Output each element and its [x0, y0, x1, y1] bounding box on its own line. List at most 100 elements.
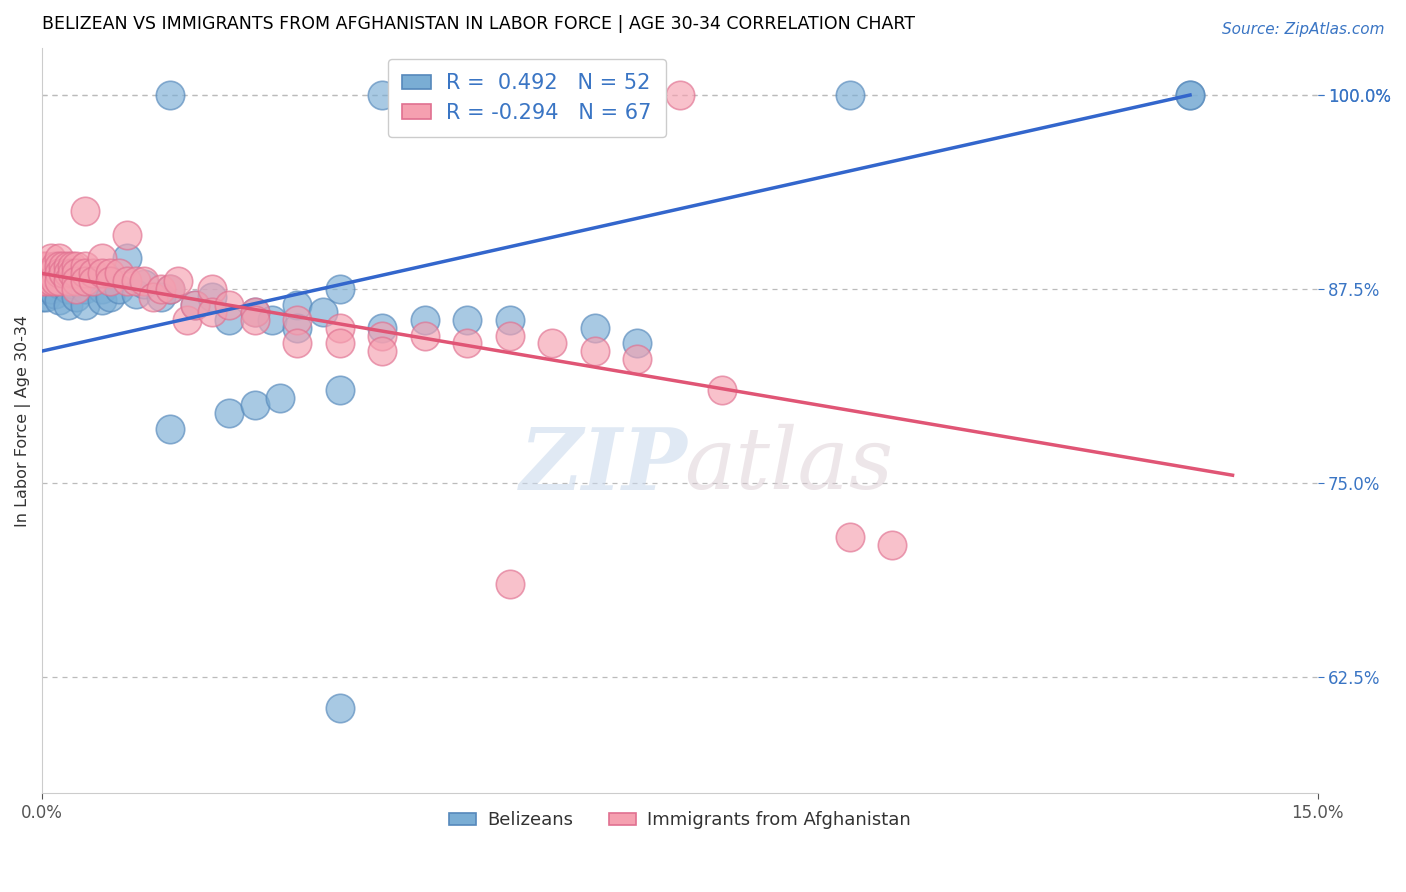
- Point: [44, 274, 66, 288]
- Point: [882, 538, 904, 552]
- Point: [285, 313, 308, 327]
- Y-axis label: In Labor Force | Age 30-34: In Labor Force | Age 30-34: [15, 315, 31, 527]
- Point: [39, 251, 62, 265]
- Point: [838, 88, 860, 103]
- Point: [39, 267, 62, 281]
- Point: [142, 290, 165, 304]
- Point: [115, 274, 138, 288]
- Point: [167, 274, 190, 288]
- Point: [48, 277, 70, 292]
- Point: [65, 290, 87, 304]
- Point: [48, 274, 70, 288]
- Point: [65, 267, 87, 281]
- Point: [201, 305, 224, 319]
- Point: [48, 251, 70, 265]
- Point: [82, 274, 104, 288]
- Point: [56, 267, 79, 281]
- Point: [371, 88, 394, 103]
- Point: [65, 259, 87, 273]
- Point: [711, 383, 734, 397]
- Point: [456, 313, 478, 327]
- Point: [31, 282, 53, 296]
- Point: [150, 290, 173, 304]
- Point: [82, 267, 104, 281]
- Point: [159, 88, 181, 103]
- Point: [541, 336, 564, 351]
- Point: [626, 336, 648, 351]
- Point: [312, 305, 335, 319]
- Point: [90, 251, 112, 265]
- Point: [499, 577, 522, 591]
- Point: [31, 290, 53, 304]
- Point: [371, 328, 394, 343]
- Point: [329, 336, 352, 351]
- Point: [52, 267, 75, 281]
- Point: [499, 313, 522, 327]
- Point: [124, 274, 146, 288]
- Point: [838, 530, 860, 544]
- Point: [73, 297, 96, 311]
- Point: [98, 267, 121, 281]
- Point: [35, 274, 58, 288]
- Point: [201, 282, 224, 296]
- Point: [82, 274, 104, 288]
- Point: [1178, 88, 1201, 103]
- Point: [73, 267, 96, 281]
- Point: [60, 277, 83, 292]
- Point: [285, 320, 308, 334]
- Point: [159, 282, 181, 296]
- Point: [65, 282, 87, 296]
- Point: [73, 274, 96, 288]
- Point: [48, 267, 70, 281]
- Point: [48, 293, 70, 307]
- Point: [35, 259, 58, 273]
- Point: [285, 297, 308, 311]
- Point: [184, 297, 207, 311]
- Point: [413, 328, 436, 343]
- Point: [52, 259, 75, 273]
- Point: [201, 290, 224, 304]
- Point: [44, 259, 66, 273]
- Point: [39, 282, 62, 296]
- Point: [150, 282, 173, 296]
- Point: [115, 251, 138, 265]
- Point: [31, 267, 53, 281]
- Point: [90, 293, 112, 307]
- Point: [56, 282, 79, 296]
- Point: [98, 290, 121, 304]
- Point: [243, 305, 266, 319]
- Point: [90, 267, 112, 281]
- Point: [115, 227, 138, 242]
- Point: [98, 274, 121, 288]
- Point: [73, 204, 96, 219]
- Point: [98, 274, 121, 288]
- Point: [31, 274, 53, 288]
- Legend: Belizeans, Immigrants from Afghanistan: Belizeans, Immigrants from Afghanistan: [441, 804, 918, 837]
- Point: [176, 313, 198, 327]
- Point: [269, 391, 291, 405]
- Point: [456, 336, 478, 351]
- Point: [669, 88, 692, 103]
- Point: [499, 328, 522, 343]
- Point: [60, 259, 83, 273]
- Point: [159, 422, 181, 436]
- Point: [56, 274, 79, 288]
- Point: [44, 274, 66, 288]
- Point: [39, 267, 62, 281]
- Text: BELIZEAN VS IMMIGRANTS FROM AFGHANISTAN IN LABOR FORCE | AGE 30-34 CORRELATION C: BELIZEAN VS IMMIGRANTS FROM AFGHANISTAN …: [42, 15, 915, 33]
- Point: [329, 383, 352, 397]
- Point: [413, 88, 436, 103]
- Point: [371, 344, 394, 359]
- Point: [413, 313, 436, 327]
- Point: [107, 267, 129, 281]
- Point: [35, 290, 58, 304]
- Text: Source: ZipAtlas.com: Source: ZipAtlas.com: [1222, 22, 1385, 37]
- Point: [65, 271, 87, 285]
- Point: [56, 259, 79, 273]
- Point: [159, 282, 181, 296]
- Point: [626, 351, 648, 366]
- Point: [218, 297, 240, 311]
- Point: [218, 406, 240, 420]
- Point: [243, 313, 266, 327]
- Point: [1178, 88, 1201, 103]
